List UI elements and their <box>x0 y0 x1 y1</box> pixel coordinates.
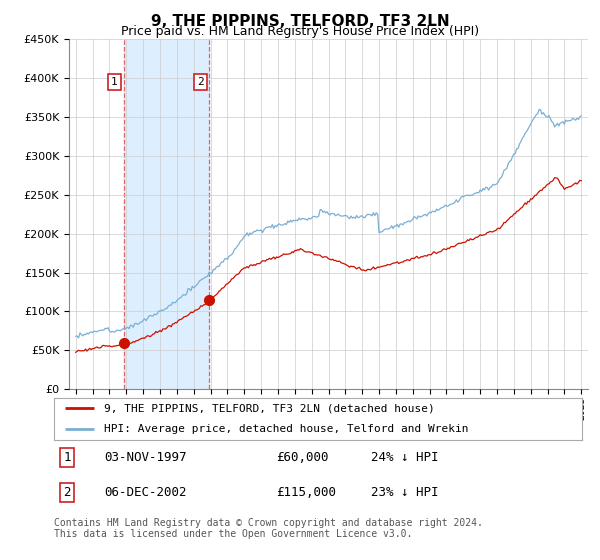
Text: 1: 1 <box>111 77 118 87</box>
Text: 23% ↓ HPI: 23% ↓ HPI <box>371 486 438 500</box>
Text: 9, THE PIPPINS, TELFORD, TF3 2LN: 9, THE PIPPINS, TELFORD, TF3 2LN <box>151 14 449 29</box>
Text: This data is licensed under the Open Government Licence v3.0.: This data is licensed under the Open Gov… <box>54 529 412 539</box>
Text: 9, THE PIPPINS, TELFORD, TF3 2LN (detached house): 9, THE PIPPINS, TELFORD, TF3 2LN (detach… <box>104 403 435 413</box>
Text: 2: 2 <box>64 486 71 500</box>
Text: 24% ↓ HPI: 24% ↓ HPI <box>371 451 438 464</box>
Text: Contains HM Land Registry data © Crown copyright and database right 2024.: Contains HM Land Registry data © Crown c… <box>54 518 483 528</box>
Text: £115,000: £115,000 <box>276 486 336 500</box>
Text: £60,000: £60,000 <box>276 451 328 464</box>
Text: 1: 1 <box>64 451 71 464</box>
Text: 06-DEC-2002: 06-DEC-2002 <box>104 486 187 500</box>
Text: 2: 2 <box>197 77 204 87</box>
Text: 03-NOV-1997: 03-NOV-1997 <box>104 451 187 464</box>
Text: HPI: Average price, detached house, Telford and Wrekin: HPI: Average price, detached house, Telf… <box>104 424 469 434</box>
Bar <box>124 39 209 389</box>
Text: Price paid vs. HM Land Registry's House Price Index (HPI): Price paid vs. HM Land Registry's House … <box>121 25 479 38</box>
